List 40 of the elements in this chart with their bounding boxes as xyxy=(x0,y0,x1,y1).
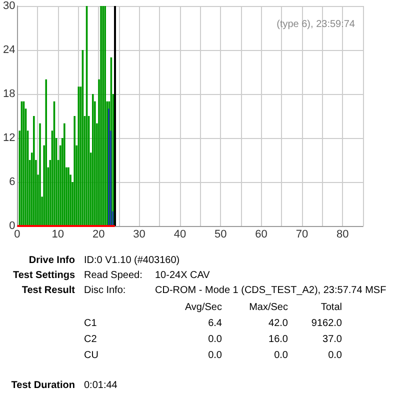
text: Avg/Sec xyxy=(184,302,222,313)
text: 42.0 xyxy=(268,318,288,329)
text: 10-24X CAV xyxy=(155,270,210,281)
x-tick-label: 30 xyxy=(133,228,146,240)
text: ID:0 V1.10 (#403160) xyxy=(84,255,180,266)
text: Test Duration xyxy=(11,380,75,391)
y-tick-label: 24 xyxy=(2,44,16,56)
text: 0.0 xyxy=(274,350,288,361)
x-tick-label: 80 xyxy=(336,228,349,240)
text: C2 xyxy=(84,334,97,345)
text: Disc Info: xyxy=(84,285,126,296)
y-tick-label: 6 xyxy=(9,176,16,188)
text: Total xyxy=(320,302,342,313)
text: 9162.0 xyxy=(311,318,342,329)
text: 0.0 xyxy=(208,334,222,345)
text: Read Speed: xyxy=(84,270,142,281)
x-tick-label: 10 xyxy=(52,228,64,240)
y-tick-label: 30 xyxy=(2,0,16,12)
y-tick-label: 12 xyxy=(2,132,16,144)
text: Drive Info xyxy=(28,255,75,266)
text: C1 xyxy=(84,318,97,329)
text: 0:01:44 xyxy=(84,380,118,391)
text: 16.0 xyxy=(268,334,288,345)
x-tick-label: 40 xyxy=(174,228,186,240)
text: 6.4 xyxy=(208,318,222,329)
y-tick-label: 18 xyxy=(2,88,16,100)
text: Test Result xyxy=(22,285,75,296)
x-tick-label: 60 xyxy=(255,228,268,240)
x-tick-label: 70 xyxy=(296,228,308,240)
text: 37.0 xyxy=(322,334,342,345)
x-tick-label: 20 xyxy=(92,228,105,240)
annotation: (type 6), 23:59:74 xyxy=(276,19,355,30)
text: CU xyxy=(84,350,98,361)
text: 0.0 xyxy=(208,350,222,361)
text: 0.0 xyxy=(328,350,342,361)
text: CD-ROM - Mode 1 (CDS_TEST_A2), 23:57.74 MSF xyxy=(155,285,386,296)
text: Test Settings xyxy=(12,270,75,281)
y-tick-label: 0 xyxy=(9,220,16,232)
text: Max/Sec xyxy=(249,302,288,313)
x-tick-label: 50 xyxy=(214,228,227,240)
